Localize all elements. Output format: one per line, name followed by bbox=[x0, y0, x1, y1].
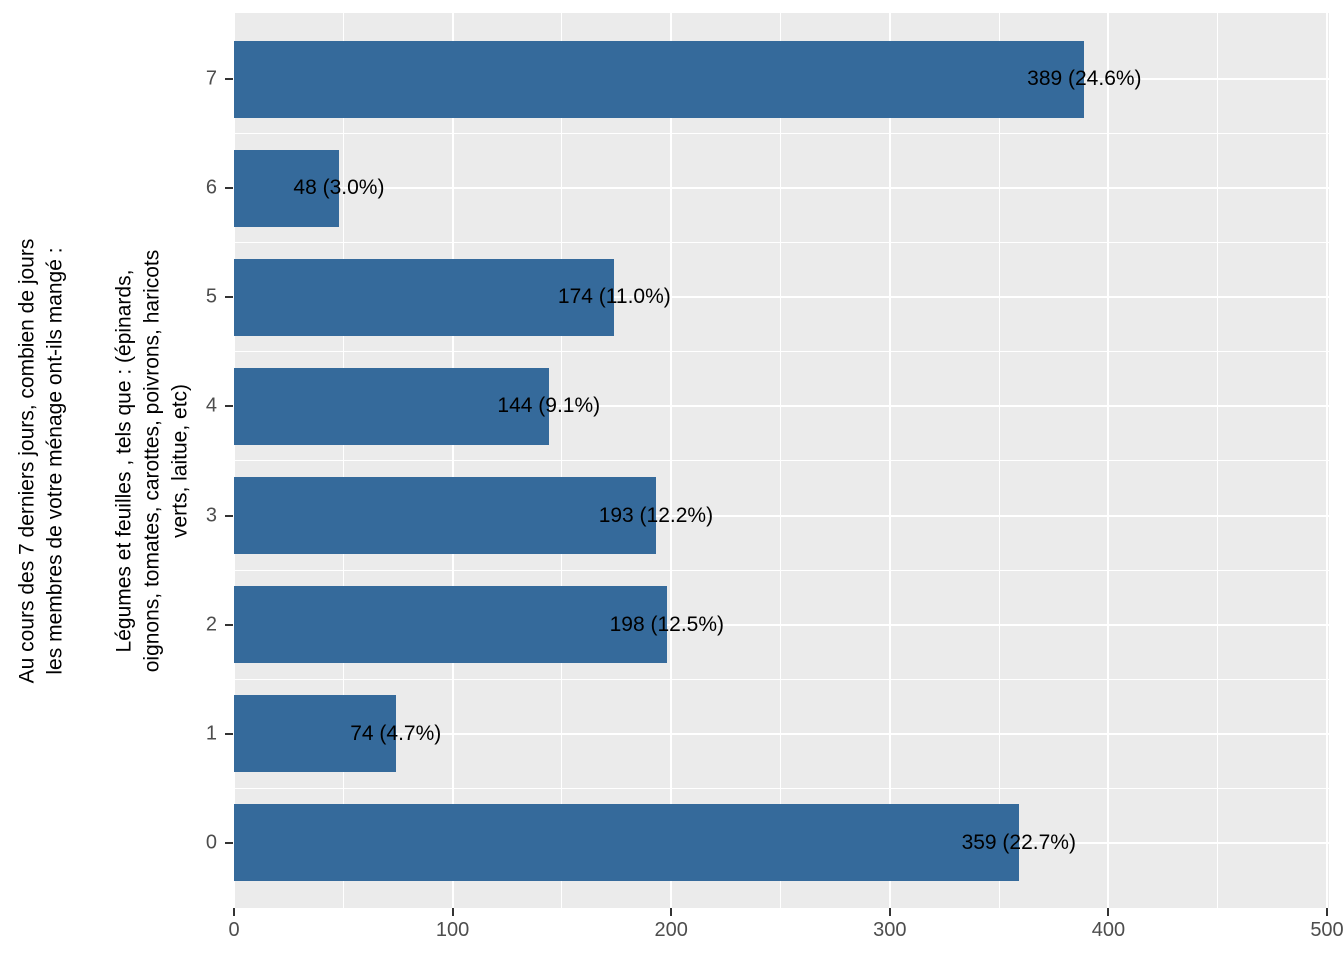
gridline-major-horizontal bbox=[234, 296, 1329, 299]
y-tick-label: 2 bbox=[205, 613, 217, 636]
bar-1 bbox=[234, 695, 396, 773]
bar-value-label: 359 (22.7%) bbox=[961, 830, 1076, 854]
y-axis-title-variable: Légumes et feuilles , tels que : (épinar… bbox=[111, 13, 195, 908]
bar-6 bbox=[234, 149, 339, 227]
x-tick-mark bbox=[888, 908, 891, 916]
y-tick-mark bbox=[225, 514, 233, 517]
bar-4 bbox=[234, 367, 549, 445]
y-tick-mark bbox=[225, 296, 233, 299]
x-tick-label: 500 bbox=[1310, 919, 1344, 941]
bar-3 bbox=[234, 477, 656, 554]
bar-5 bbox=[234, 258, 615, 336]
bar-2 bbox=[234, 586, 667, 664]
y-tick-label: 5 bbox=[205, 285, 217, 308]
gridline-major-horizontal bbox=[234, 514, 1329, 517]
gridline-minor-vertical bbox=[561, 13, 563, 908]
gridline-minor-vertical bbox=[780, 13, 781, 908]
bar-0 bbox=[234, 804, 1019, 882]
y-axis-title-line: Légumes et feuilles , tels que : (épinar… bbox=[112, 269, 136, 652]
gridline-minor-horizontal bbox=[234, 133, 1329, 135]
bar-value-label: 144 (9.1%) bbox=[497, 394, 601, 418]
gridline-major-horizontal bbox=[234, 187, 1329, 190]
bar-7 bbox=[234, 40, 1085, 118]
gridline-major-horizontal bbox=[234, 732, 1329, 735]
gridline-major-vertical bbox=[1326, 13, 1328, 908]
gridline-minor-horizontal bbox=[234, 242, 1329, 244]
gridline-minor-horizontal bbox=[234, 787, 1329, 789]
x-tick-label: 0 bbox=[228, 919, 240, 941]
bar-value-label: 74 (4.7%) bbox=[350, 721, 442, 745]
bar-value-label: 193 (12.2%) bbox=[598, 503, 714, 527]
x-tick-mark bbox=[1326, 908, 1328, 916]
bar-value-label: 174 (11.0%) bbox=[557, 285, 671, 309]
x-tick-mark bbox=[233, 908, 235, 916]
gridline-minor-vertical bbox=[342, 13, 344, 908]
gridline-major-vertical bbox=[451, 13, 454, 908]
bar-value-label: 48 (3.0%) bbox=[293, 176, 385, 200]
gridline-major-vertical bbox=[670, 13, 673, 908]
y-tick-label: 6 bbox=[205, 176, 217, 199]
x-tick-label: 100 bbox=[435, 919, 470, 941]
y-tick-mark bbox=[225, 732, 233, 735]
y-tick-label: 0 bbox=[205, 831, 217, 854]
gridline-major-horizontal bbox=[234, 405, 1329, 408]
x-tick-label: 400 bbox=[1091, 919, 1126, 941]
y-axis-title-question: Au cours des 7 derniers jours, combien d… bbox=[14, 13, 70, 908]
gridline-major-vertical bbox=[1107, 13, 1110, 908]
gridline-major-vertical bbox=[234, 13, 235, 908]
gridline-minor-horizontal bbox=[234, 460, 1329, 462]
gridline-minor-vertical bbox=[1217, 13, 1219, 908]
y-tick-mark bbox=[225, 841, 233, 844]
y-tick-mark bbox=[225, 78, 233, 81]
y-axis-title-line: oignons, tomates, carottes, poivrons, ha… bbox=[140, 249, 164, 672]
bar-value-label: 389 (24.6%) bbox=[1027, 67, 1142, 91]
y-axis-title-line: verts, laitue, etc) bbox=[168, 383, 192, 538]
x-tick-label: 300 bbox=[873, 919, 907, 941]
y-tick-mark bbox=[225, 623, 233, 626]
y-tick-mark bbox=[225, 405, 233, 408]
gridline-major-vertical bbox=[888, 13, 891, 908]
x-tick-mark bbox=[670, 908, 673, 916]
x-tick-label: 200 bbox=[654, 919, 688, 941]
y-axis-title-line: les membres de votre ménage ont-ils mang… bbox=[43, 246, 67, 675]
gridline-minor-horizontal bbox=[234, 351, 1329, 353]
gridline-minor-horizontal bbox=[234, 569, 1329, 571]
y-axis-title-line: Au cours des 7 derniers jours, combien d… bbox=[15, 238, 39, 683]
y-tick-label: 7 bbox=[205, 67, 217, 90]
gridline-major-horizontal bbox=[234, 623, 1329, 626]
x-tick-mark bbox=[451, 908, 454, 916]
y-tick-label: 4 bbox=[205, 394, 217, 417]
plot-panel: 389 (24.6%) 48 (3.0%) 174 (11.0%) 144 (9.1%… bbox=[234, 13, 1329, 908]
y-tick-label: 3 bbox=[205, 504, 217, 526]
x-tick-mark bbox=[1107, 908, 1110, 916]
y-tick-label: 1 bbox=[205, 722, 217, 745]
bar-value-label: 198 (12.5%) bbox=[609, 612, 725, 636]
y-tick-mark bbox=[225, 187, 233, 190]
gridline-minor-vertical bbox=[998, 13, 1000, 908]
gridline-minor-horizontal bbox=[234, 678, 1329, 680]
